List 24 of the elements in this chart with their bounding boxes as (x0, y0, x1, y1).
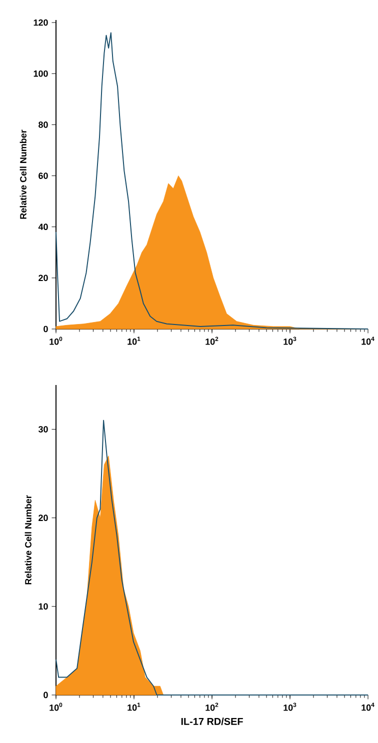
x-tick-label: 10$^{0}$ (50, 336, 62, 345)
y-tick-label: 20 (38, 514, 48, 522)
y-tick-label: 80 (38, 122, 48, 128)
x-tick-label: 10$^{1}$ (128, 702, 140, 711)
y-axis-title: Relative Cell Number (20, 130, 26, 219)
y-tick-label: 10 (38, 603, 48, 610)
x-axis-title: IL-17 RD/SEF (181, 718, 243, 726)
y-tick-label: 40 (38, 224, 48, 230)
x-tick-label: 10$^{1}$ (128, 336, 140, 345)
x-tick-label: 10$^{2}$ (206, 336, 218, 345)
x-tick-label: 10$^{3}$ (284, 336, 296, 345)
y-tick-label: 0 (43, 692, 48, 698)
x-tick-label: 10$^{0}$ (50, 702, 62, 711)
x-tick-label: 10$^{4}$ (362, 336, 374, 345)
y-tick-label: 100 (34, 70, 48, 77)
y-tick-label: 0 (43, 326, 48, 332)
y-tick-label: 30 (38, 426, 48, 432)
y-tick-label: 20 (38, 274, 48, 282)
x-tick-label: 10$^{4}$ (362, 702, 374, 711)
y-tick-label: 60 (38, 172, 48, 179)
y-axis-title: Relative Cell Number (24, 495, 32, 584)
x-tick-label: 10$^{2}$ (206, 702, 218, 711)
x-tick-label: 10$^{3}$ (284, 702, 296, 711)
y-tick-label: 120 (34, 19, 48, 26)
